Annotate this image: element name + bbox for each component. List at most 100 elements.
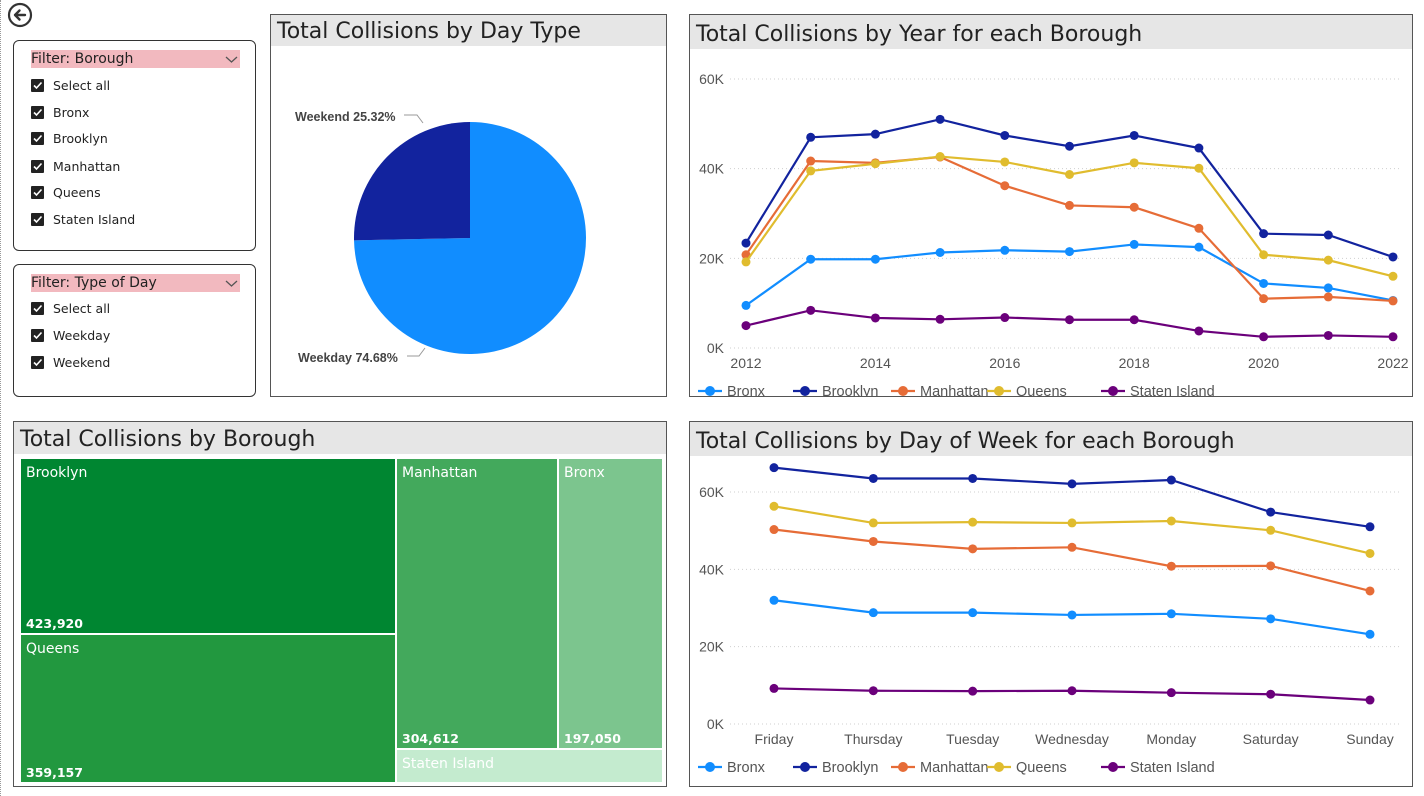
data-point-brooklyn[interactable] [1065, 141, 1074, 151]
data-point-manhattan[interactable] [1259, 294, 1269, 304]
data-point-brooklyn[interactable] [741, 238, 751, 248]
checkbox-checked-icon[interactable] [31, 356, 44, 369]
data-point-queens[interactable] [1067, 518, 1077, 528]
data-point-staten-island[interactable] [870, 313, 880, 323]
data-point-manhattan[interactable] [1194, 223, 1204, 233]
data-point-manhattan[interactable] [1129, 202, 1139, 212]
data-point-bronx[interactable] [769, 595, 779, 605]
day-type-option-select-all[interactable]: Select all [31, 301, 110, 319]
day-type-option-weekend[interactable]: Weekend [31, 355, 110, 373]
data-point-brooklyn[interactable] [1266, 507, 1276, 517]
data-point-queens[interactable] [1266, 525, 1276, 535]
data-point-brooklyn[interactable] [1323, 230, 1333, 240]
data-point-brooklyn[interactable] [769, 463, 779, 473]
data-point-manhattan[interactable] [1365, 586, 1375, 596]
checkbox-checked-icon[interactable] [31, 79, 44, 92]
legend-label-manhattan[interactable]: Manhattan [920, 384, 989, 396]
day-type-filter-header[interactable]: Filter: Type of Day [31, 274, 240, 292]
data-point-manhattan[interactable] [769, 525, 779, 535]
data-point-brooklyn[interactable] [1166, 475, 1176, 485]
data-point-bronx[interactable] [1266, 614, 1276, 624]
data-point-brooklyn[interactable] [1388, 252, 1398, 262]
data-point-queens[interactable] [1388, 271, 1398, 281]
data-point-manhattan[interactable] [968, 544, 978, 554]
borough-filter-header[interactable]: Filter: Borough [31, 50, 240, 68]
data-point-manhattan[interactable] [1000, 181, 1010, 191]
legend-label-manhattan[interactable]: Manhattan [920, 760, 989, 776]
borough-option-bronx[interactable]: Bronx [31, 105, 89, 123]
data-point-manhattan[interactable] [1266, 561, 1276, 571]
series-line-manhattan[interactable] [773, 528, 1371, 593]
data-point-queens[interactable] [1065, 169, 1074, 179]
legend-label-queens[interactable]: Queens [1016, 384, 1067, 396]
data-point-staten-island[interactable] [1065, 315, 1074, 325]
treemap-cell-manhattan[interactable]: Manhattan 304,612 [396, 458, 558, 749]
data-point-staten-island[interactable] [1000, 313, 1010, 323]
legend-label-brooklyn[interactable]: Brooklyn [822, 760, 878, 776]
data-point-bronx[interactable] [1065, 247, 1074, 257]
legend-label-bronx[interactable]: Bronx [727, 760, 766, 776]
data-point-bronx[interactable] [1323, 283, 1333, 293]
data-point-brooklyn[interactable] [868, 473, 878, 483]
series-line-brooklyn[interactable] [773, 466, 1371, 528]
data-point-brooklyn[interactable] [1259, 229, 1269, 239]
checkbox-checked-icon[interactable] [31, 329, 44, 342]
data-point-queens[interactable] [1323, 255, 1333, 265]
data-point-staten-island[interactable] [1166, 688, 1176, 698]
data-point-bronx[interactable] [1000, 245, 1010, 255]
legend-label-queens[interactable]: Queens [1016, 760, 1067, 776]
treemap-cell-staten-island[interactable]: Staten Island [396, 749, 663, 783]
data-point-brooklyn[interactable] [1067, 479, 1077, 489]
chevron-down-icon[interactable] [225, 277, 238, 290]
data-point-brooklyn[interactable] [1129, 130, 1139, 140]
data-point-bronx[interactable] [868, 608, 878, 618]
data-point-staten-island[interactable] [868, 686, 878, 696]
data-point-manhattan[interactable] [806, 156, 816, 166]
data-point-staten-island[interactable] [741, 321, 751, 331]
data-point-brooklyn[interactable] [1365, 522, 1375, 532]
data-point-manhattan[interactable] [1065, 200, 1074, 210]
data-point-manhattan[interactable] [868, 536, 878, 546]
data-point-queens[interactable] [1166, 516, 1176, 526]
data-point-staten-island[interactable] [1266, 689, 1276, 699]
series-line-brooklyn[interactable] [745, 118, 1394, 259]
data-point-bronx[interactable] [1129, 239, 1139, 249]
data-point-bronx[interactable] [1067, 610, 1077, 620]
data-point-bronx[interactable] [1166, 609, 1176, 619]
data-point-bronx[interactable] [741, 300, 751, 310]
checkbox-checked-icon[interactable] [31, 132, 44, 145]
data-point-queens[interactable] [1259, 250, 1269, 260]
checkbox-checked-icon[interactable] [31, 186, 44, 199]
legend-label-bronx[interactable]: Bronx [727, 384, 766, 396]
data-point-queens[interactable] [741, 257, 751, 267]
checkbox-checked-icon[interactable] [31, 160, 44, 173]
data-point-queens[interactable] [968, 517, 978, 527]
data-point-queens[interactable] [1129, 158, 1139, 168]
data-point-queens[interactable] [1365, 548, 1375, 558]
checkbox-checked-icon[interactable] [31, 302, 44, 315]
borough-option-manhattan[interactable]: Manhattan [31, 159, 120, 177]
data-point-queens[interactable] [870, 159, 880, 169]
data-point-staten-island[interactable] [769, 683, 779, 693]
data-point-bronx[interactable] [968, 608, 978, 618]
data-point-queens[interactable] [935, 152, 945, 162]
data-point-staten-island[interactable] [1129, 315, 1139, 325]
data-point-manhattan[interactable] [1166, 561, 1176, 571]
data-point-bronx[interactable] [1365, 629, 1375, 639]
treemap-cell-bronx[interactable]: Bronx 197,050 [558, 458, 663, 749]
data-point-bronx[interactable] [806, 254, 816, 264]
data-point-queens[interactable] [806, 166, 816, 176]
data-point-brooklyn[interactable] [1000, 130, 1010, 140]
borough-option-brooklyn[interactable]: Brooklyn [31, 131, 108, 149]
chevron-down-icon[interactable] [225, 53, 238, 66]
borough-option-staten-island[interactable]: Staten Island [31, 212, 135, 230]
day-type-option-weekday[interactable]: Weekday [31, 328, 110, 346]
checkbox-checked-icon[interactable] [31, 106, 44, 119]
legend-label-brooklyn[interactable]: Brooklyn [822, 384, 878, 396]
data-point-queens[interactable] [1194, 163, 1204, 173]
data-point-bronx[interactable] [1259, 278, 1269, 288]
data-point-staten-island[interactable] [968, 686, 978, 696]
data-point-staten-island[interactable] [1067, 686, 1077, 696]
data-point-staten-island[interactable] [1194, 326, 1204, 336]
checkbox-checked-icon[interactable] [31, 213, 44, 226]
